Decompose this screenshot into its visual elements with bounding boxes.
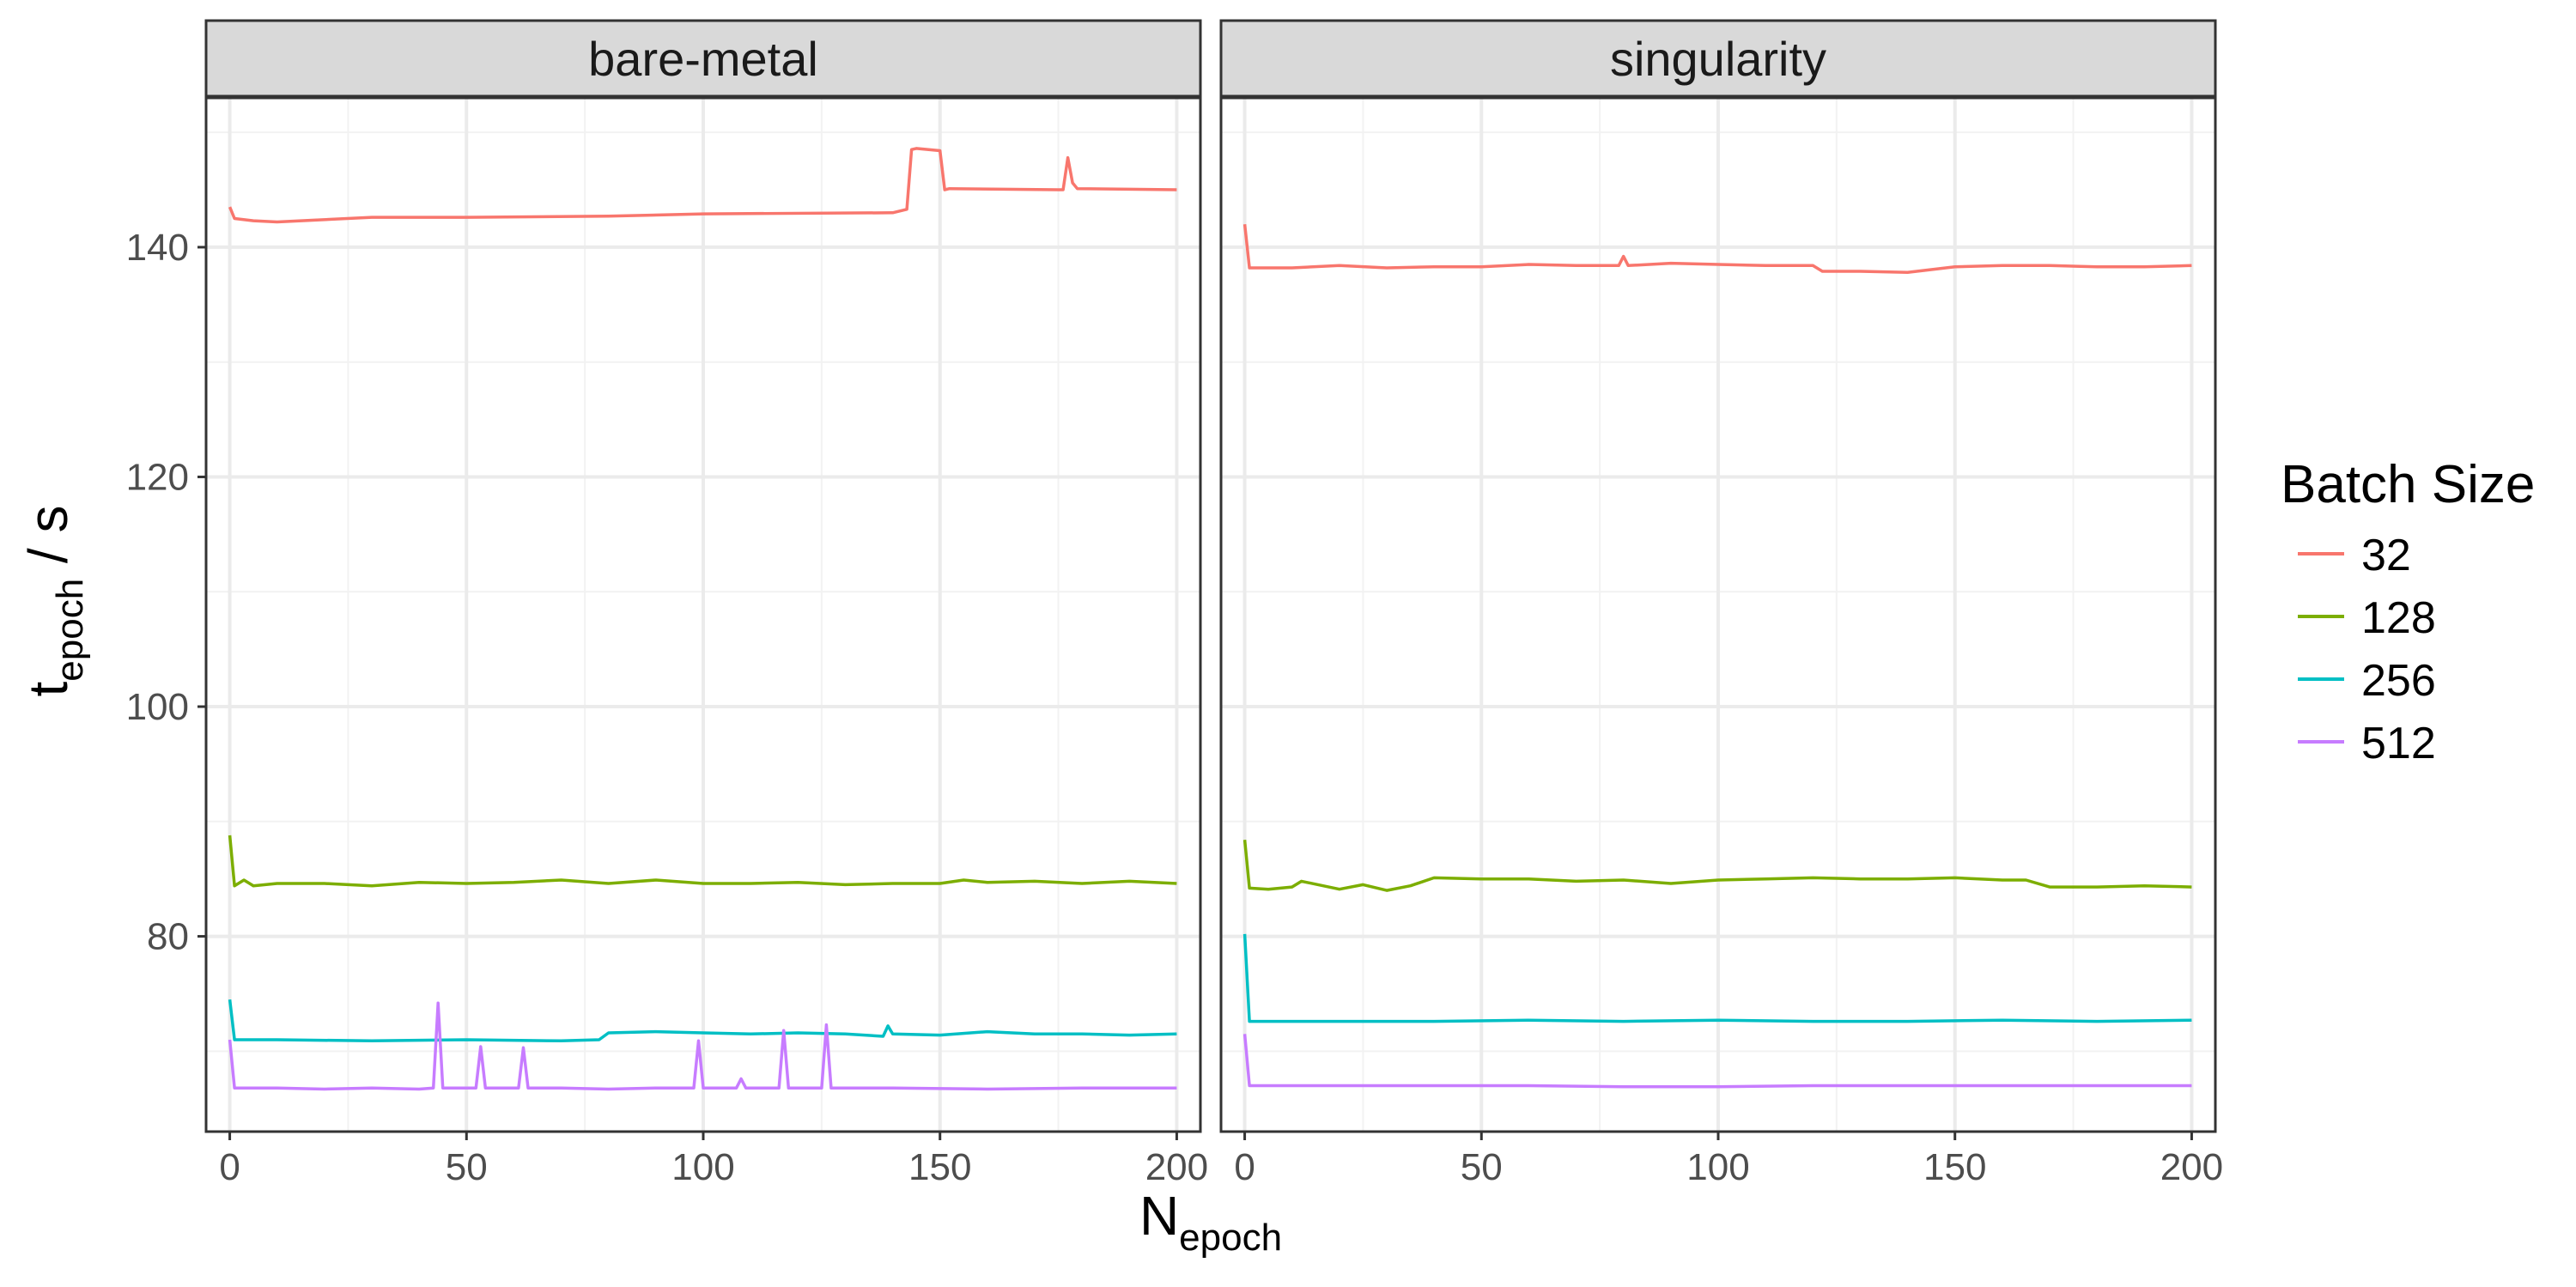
series-line-128-bare-metal: [228, 835, 1177, 888]
x-axis-title: Nepoch: [1139, 1185, 1282, 1259]
legend: Batch Size 32 128 256 512: [2281, 455, 2535, 768]
y-tick-label: 140: [126, 227, 189, 269]
x-tick-label: 150: [908, 1146, 971, 1188]
series-line-512-singularity: [1242, 1034, 2192, 1089]
legend-label-128: 128: [2361, 593, 2436, 643]
panel-singularity: singularity 0 50 100 150 200: [1219, 19, 2223, 1188]
x-tick-label: 0: [219, 1146, 240, 1188]
series-line-32-bare-metal: [228, 147, 1177, 224]
series-line-512-bare-metal: [228, 1001, 1177, 1091]
facet-strip: [1219, 19, 2217, 98]
x-tick-label: 50: [446, 1146, 488, 1188]
x-tick-label: 150: [1923, 1146, 1986, 1188]
x-tick-label: 100: [671, 1146, 734, 1188]
x-tick-label: 100: [1686, 1146, 1749, 1188]
legend-title: Batch Size: [2281, 455, 2535, 514]
series-line-256-singularity: [1242, 933, 2192, 1023]
x-tick-label: 0: [1234, 1146, 1255, 1188]
y-tick-label: 80: [147, 916, 189, 958]
x-tick-label: 200: [1145, 1146, 1208, 1188]
series-line-32-singularity: [1242, 224, 2192, 275]
y-tick-label: 120: [126, 456, 189, 498]
series-line-256-bare-metal: [228, 999, 1177, 1043]
x-tick-label: 50: [1461, 1146, 1503, 1188]
legend-label-32: 32: [2361, 531, 2411, 580]
legend-label-256: 256: [2361, 656, 2436, 706]
panel-bare-metal: bare-metal 0 50 100 150 200 80 100 120 140: [126, 19, 1208, 1188]
y-axis-title: tepoch / s: [17, 505, 91, 696]
legend-label-512: 512: [2361, 719, 2436, 768]
facet-strip-label: singularity: [1610, 32, 1826, 86]
facet-strip-label: bare-metal: [588, 32, 818, 86]
series-line-128-singularity: [1242, 840, 2192, 892]
y-tick-label: 100: [126, 686, 189, 728]
facet-strip: [204, 19, 1202, 98]
x-tick-label: 200: [2160, 1146, 2223, 1188]
